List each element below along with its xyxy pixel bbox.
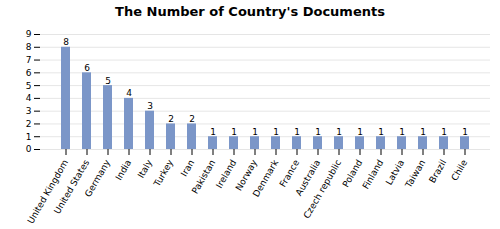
svg-text:1: 1 xyxy=(26,132,32,142)
svg-text:Ireland: Ireland xyxy=(214,157,239,190)
svg-text:Taiwan: Taiwan xyxy=(403,158,427,190)
svg-text:7: 7 xyxy=(26,55,32,65)
svg-text:United States: United States xyxy=(52,158,91,216)
html-text:The Number of Country's Docume: The Number of Country's Documents xyxy=(115,4,385,19)
svg-text:1: 1 xyxy=(315,127,321,137)
svg-text:1: 1 xyxy=(231,127,237,137)
svg-text:Poland: Poland xyxy=(340,157,365,189)
svg-text:6: 6 xyxy=(26,68,32,78)
svg-text:1: 1 xyxy=(336,127,342,137)
svg-text:Iran: Iran xyxy=(179,158,196,178)
svg-text:Italy: Italy xyxy=(136,157,155,179)
svg-text:Norway: Norway xyxy=(233,157,260,193)
svg-text:1: 1 xyxy=(462,127,468,137)
svg-text:2: 2 xyxy=(189,114,195,124)
svg-text:2: 2 xyxy=(26,119,32,129)
svg-text:6: 6 xyxy=(84,63,90,73)
svg-text:Latvia: Latvia xyxy=(384,158,406,187)
svg-text:Finland: Finland xyxy=(360,158,385,191)
svg-text:Chile: Chile xyxy=(449,158,469,183)
svg-text:Turkey: Turkey xyxy=(151,157,175,189)
svg-text:1: 1 xyxy=(357,127,363,137)
svg-text:Australia: Australia xyxy=(293,157,323,198)
svg-text:1: 1 xyxy=(420,127,426,137)
svg-text:Brazil: Brazil xyxy=(427,158,448,185)
svg-text:1: 1 xyxy=(441,127,447,137)
svg-text:4: 4 xyxy=(126,88,132,98)
svg-text:8: 8 xyxy=(63,37,69,47)
svg-text:Denmark: Denmark xyxy=(251,157,281,199)
svg-text:1: 1 xyxy=(399,127,405,137)
svg-text:France: France xyxy=(277,157,302,189)
svg-text:United Kingdom: United Kingdom xyxy=(25,157,71,226)
svg-text:2: 2 xyxy=(168,114,174,124)
svg-text:1: 1 xyxy=(252,127,258,137)
svg-text:0: 0 xyxy=(26,144,32,154)
svg-text:Czech republic: Czech republic xyxy=(301,158,343,220)
svg-text:1: 1 xyxy=(378,127,384,137)
svg-text:3: 3 xyxy=(147,101,153,111)
svg-text:8: 8 xyxy=(26,42,32,52)
svg-text:5: 5 xyxy=(105,75,111,85)
svg-text:Germany: Germany xyxy=(83,157,113,198)
svg-text:4: 4 xyxy=(26,93,32,103)
svg-text:3: 3 xyxy=(26,106,32,116)
svg-text:India: India xyxy=(114,158,134,182)
svg-text:Pakistan: Pakistan xyxy=(190,158,218,196)
svg-text:1: 1 xyxy=(273,127,279,137)
svg-text:1: 1 xyxy=(210,127,216,137)
svg-text:9: 9 xyxy=(26,29,32,39)
svg-text:5: 5 xyxy=(26,80,32,90)
svg-text:1: 1 xyxy=(294,127,300,137)
